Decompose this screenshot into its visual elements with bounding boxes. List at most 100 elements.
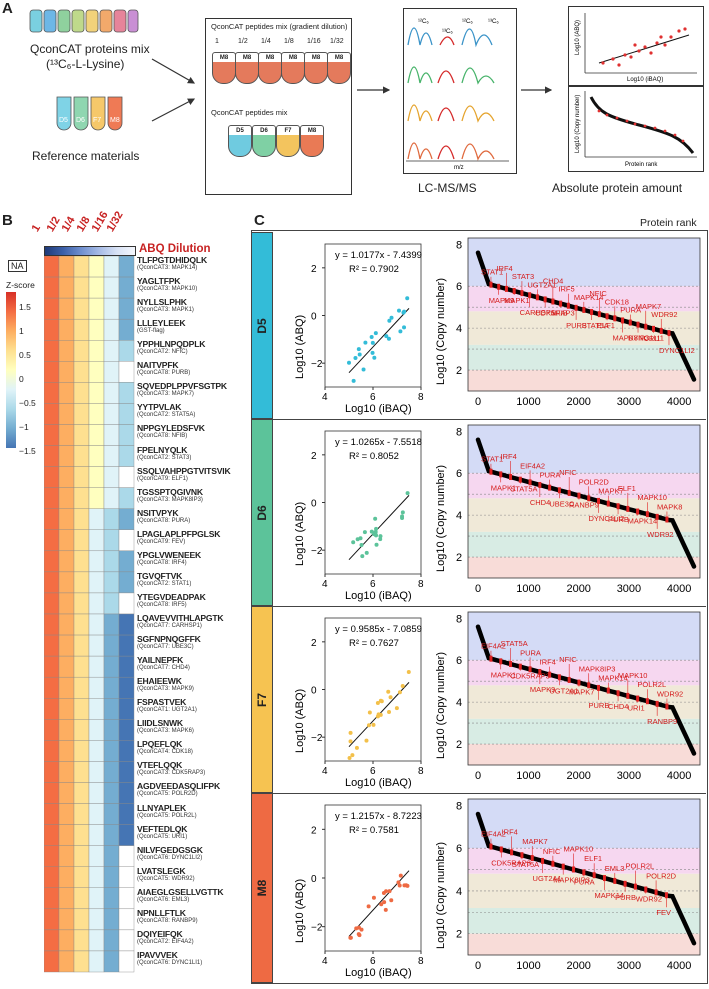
row-divider [251,606,706,607]
scatter-point [348,730,353,735]
rank-xtick: 2000 [566,396,590,408]
ref-tube-m8: M8 [110,117,120,124]
heatmap-cell [88,698,105,720]
peptide-source: (QconCAT3: CDK5RAP3) [137,770,206,777]
heatmap-row: SQVEDPLPPVFSGTPK (QconCAT3: MAPK7) [137,382,242,398]
protein-label: STAT1 [481,268,503,277]
heatmap-cell [73,950,90,973]
protein-label: ELF1 [584,854,602,863]
peptide-source: (QconCAT6: DYNC1LI2) [137,854,203,861]
heatmap-cell [58,719,75,741]
heatmap-cell [58,845,75,867]
copy-rank-box [568,86,704,172]
heatmap-cell [118,845,135,867]
protein-label: EIF4A2 [481,830,506,839]
heatmap-cell [103,782,120,804]
heatmap-cell [44,403,60,425]
heatmap-cell [58,424,75,446]
protein-label: NFIC [589,289,607,298]
dilution-label: 1/4 [261,38,271,45]
copy-rank-mini-plot: Log10 (Copy number) Protein rank [575,91,697,168]
scatter-ytick: 0 [311,312,317,323]
scatter-xtick: 4 [322,766,328,777]
scatter-xtick: 8 [418,956,424,967]
heatmap-cell [44,529,60,552]
qconcat-sublabel: (¹³C₆-L-Lysine) [46,57,125,71]
heatmap-cell [58,887,75,910]
heatmap-cell [58,803,75,825]
ms-spectra-box [403,8,517,174]
heatmap-row: NAITVPFK (QconCAT8: PURB) [137,361,242,377]
heatmap-row: SSQLVAHPPGTVITSVIK (QconCAT9: ELF1) [137,466,242,483]
protein-label: MAPK1 [491,670,516,679]
protein-label: POLR2L [637,680,666,689]
protein-label: MAPK7 [569,688,594,697]
peptide-source: (QconCAT2: EIF4A2) [137,938,194,945]
peptide-label: LPAGLAPLPFPGLSK [137,528,221,539]
heatmap-cell [58,592,75,615]
rank-xtick: 3000 [617,396,641,408]
heatmap-cell [103,529,120,552]
heatmap-cell [73,866,90,888]
gradient-tube: M8 [235,52,259,84]
mix-tube: D5 [228,125,252,157]
scatter-ytick: 2 [311,264,317,275]
peptide-source: (QconCAT3: MAPK9) [137,686,194,693]
scatter-point [374,533,379,538]
scatter-point [353,355,358,360]
heatmap-cell [58,929,75,952]
protein-label: MAPK8IP3 [579,664,616,673]
scatter-point [400,683,405,688]
scatter-point [387,889,392,894]
heatmap-cell [44,382,60,404]
heatmap-cell [73,655,90,678]
dilution-label: 1/16 [307,38,321,45]
dilution-label: 1 [215,38,219,45]
heatmap-header-strip [44,246,136,256]
protein-label: MAPK14 [598,674,628,683]
heatmap-cell [58,487,75,509]
scatter-point [362,530,367,535]
gradient-tube: M8 [258,52,282,84]
protein-label: UGT2A1 [549,686,578,695]
heatmap-cell [44,719,60,741]
heatmap-cell [103,887,120,910]
arrow-to-result [521,86,553,94]
heatmap-cell [73,487,90,509]
scatter-point [388,695,393,700]
ms-label-12c: ¹²C₆ [418,19,429,25]
protein-label: IRF4 [540,658,556,667]
scatter-point [348,739,353,744]
scatter-point [378,537,383,542]
heatmap-cell [118,698,135,720]
heatmap-cell [44,424,60,446]
heatmap-cell [44,297,60,320]
peptide-source: (QconCAT8: PURA) [137,517,191,524]
heatmap-cell [73,740,90,762]
scatter-point [373,530,378,535]
scatter-point [361,367,366,372]
scatter-ylabel: Log10 (ABQ) [294,879,306,943]
scatter-ylabel: Log10 (ABQ) [294,689,306,753]
heatmap-cell [44,466,60,488]
rank-ylabel: Log10 (Copy number) [435,278,447,385]
zscore-tick: −1 [19,422,29,432]
heatmap-cell [88,676,105,699]
heatmap-cell [103,297,120,320]
scatter-point [397,690,402,695]
rank-xtick: 2000 [566,960,590,972]
heatmap-cell [73,719,90,741]
scatter-point [350,753,355,758]
heatmap-cell [103,340,120,362]
protein-label: NFIC [543,847,561,856]
heatmap-cell [118,466,135,488]
heatmap-cell [58,866,75,888]
heatmap-cell [103,866,120,888]
heatmap-cell [58,950,75,973]
heatmap-cell [118,908,135,931]
protein-label: PURB [589,701,610,710]
scatter-point [354,926,359,931]
scatter-xlabel: Log10 (iBAQ) [345,403,412,415]
scatter-point [387,710,392,715]
protein-label: MAPK14 [574,293,604,302]
